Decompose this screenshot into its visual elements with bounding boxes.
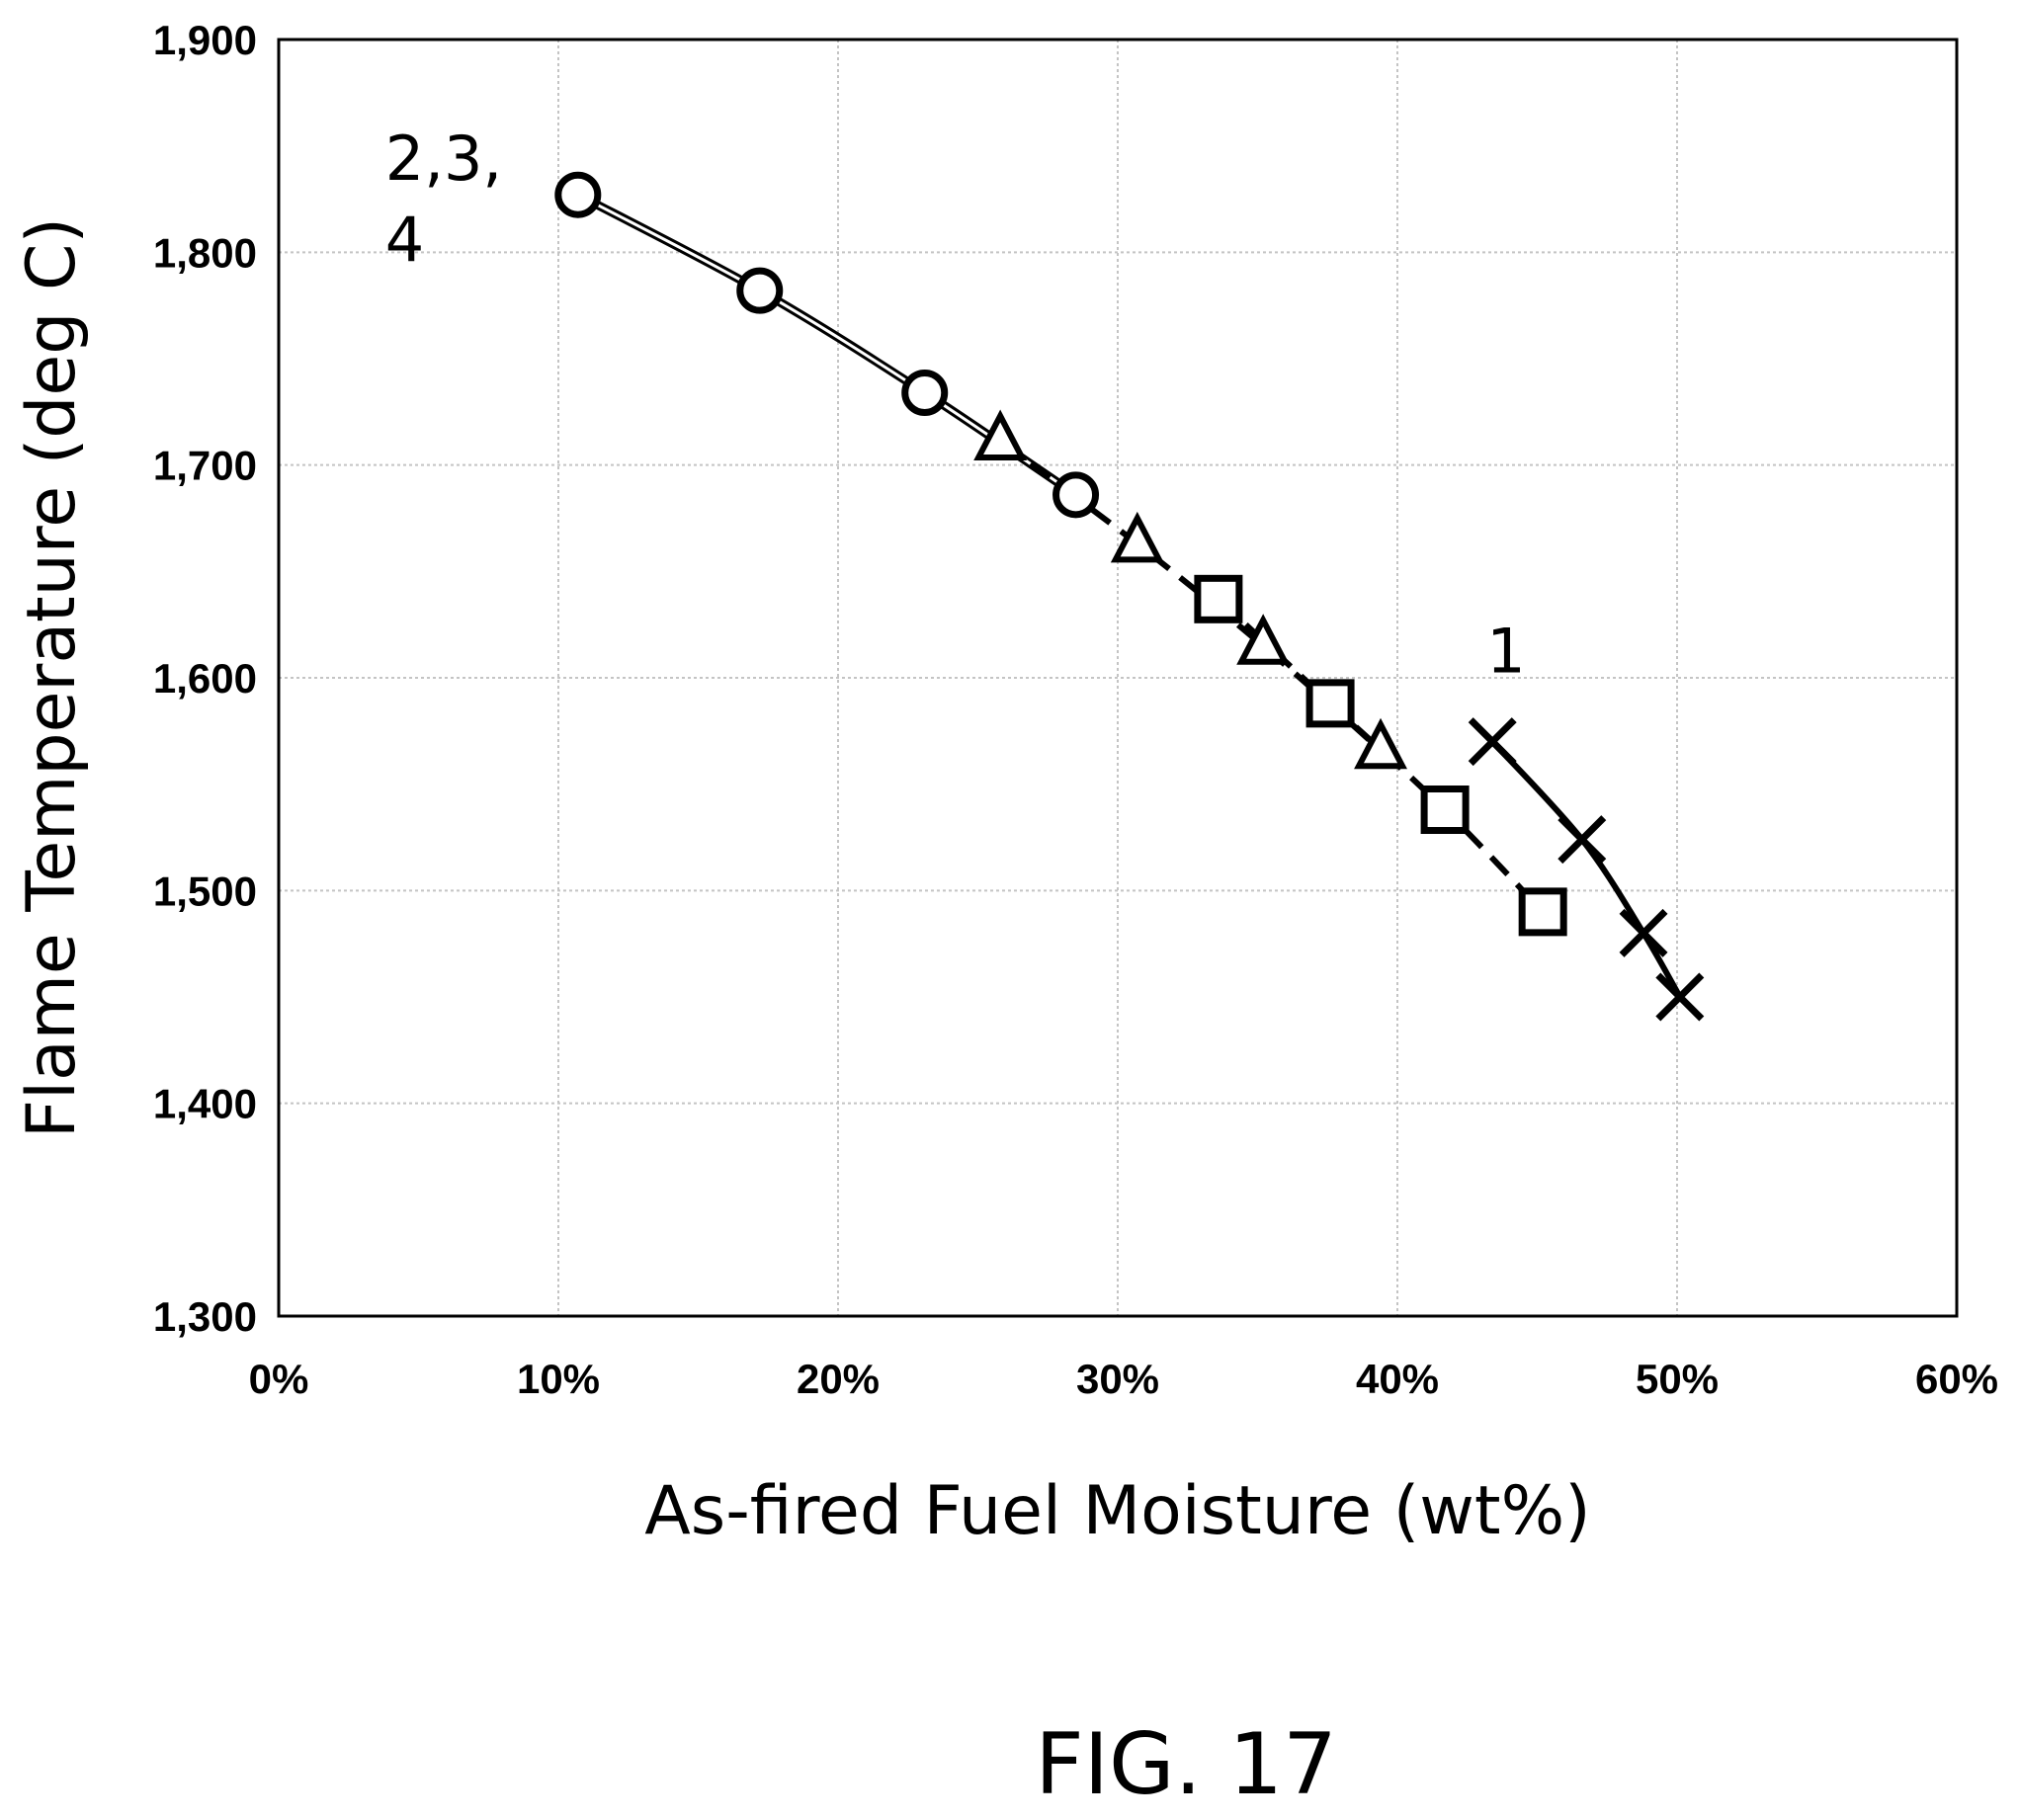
triangle-marker [973, 409, 1028, 460]
series-lines [575, 191, 1683, 999]
y-tick-label: 1,300 [153, 1293, 257, 1340]
triangle-marker [1110, 511, 1164, 563]
series-label-2-3-4: 2,3, [385, 123, 502, 195]
series-markers [554, 171, 1705, 1022]
circle-marker [1052, 471, 1100, 519]
x-marker [1655, 972, 1705, 1022]
series-label-2-3-4: 4 [385, 204, 424, 276]
square-marker [1518, 887, 1567, 937]
triangle-marker [1236, 614, 1291, 665]
x-series-line [1490, 739, 1683, 999]
figure-caption: FIG. 17 [1035, 1715, 1337, 1814]
y-tick-label: 1,700 [153, 443, 257, 489]
plot-area-frame [277, 38, 1959, 1318]
x-marker [1468, 717, 1517, 767]
x-tick-label: 40% [1356, 1356, 1439, 1402]
circle-marker [736, 267, 784, 314]
x-axis-title: As-fired Fuel Moisture (wt%) [644, 1472, 1590, 1550]
annotations: 2,3, 4 1 [385, 123, 1526, 687]
x-tick-label: 0% [249, 1356, 309, 1402]
tick-labels: 1,300 1,400 1,500 1,600 1,700 1,800 1,900 0% 10%… [153, 17, 1998, 1402]
circle-marker [901, 369, 949, 416]
x-tick-label: 30% [1076, 1356, 1159, 1402]
series-label-1: 1 [1486, 616, 1525, 688]
square-marker [1194, 574, 1243, 623]
y-tick-label: 1,500 [153, 868, 257, 914]
y-tick-label: 1,800 [153, 229, 257, 276]
y-tick-label: 1,900 [153, 17, 257, 63]
grid-lines [279, 40, 1957, 1316]
x-tick-label: 10% [517, 1356, 600, 1402]
y-tick-label: 1,400 [153, 1081, 257, 1127]
x-tick-label: 50% [1636, 1356, 1719, 1402]
triangle-marker [1354, 717, 1407, 770]
square-marker [1420, 786, 1470, 835]
x-marker [1619, 908, 1668, 957]
y-axis-title: Flame Temperature (deg C) [13, 217, 91, 1138]
x-marker [1557, 815, 1607, 865]
y-tick-label: 1,600 [153, 655, 257, 702]
circle-marker [554, 171, 602, 218]
square-marker [1305, 679, 1355, 728]
x-tick-label: 60% [1915, 1356, 1998, 1402]
x-tick-label: 20% [797, 1356, 880, 1402]
